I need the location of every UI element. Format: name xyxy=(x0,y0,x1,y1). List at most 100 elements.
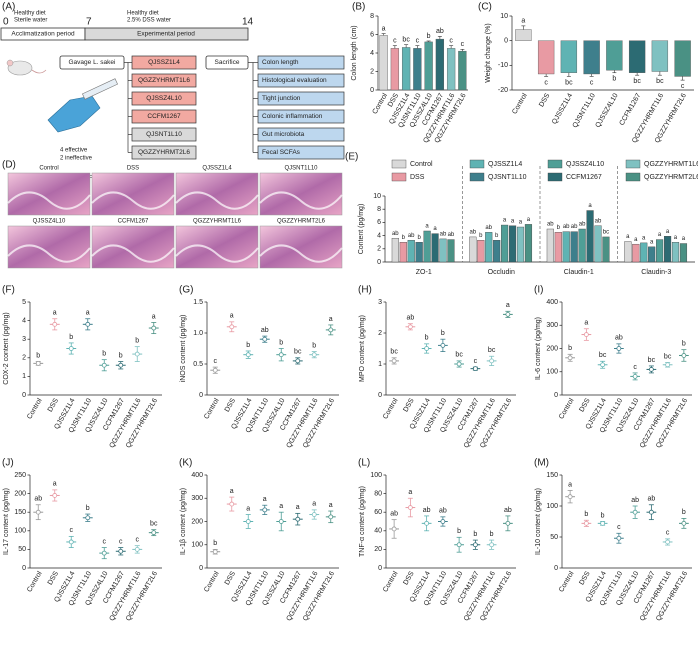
mean-dot xyxy=(472,542,478,548)
y-tick-label: 300 xyxy=(191,495,203,502)
significance-letter: ab xyxy=(436,28,444,35)
x-tick-label: QJSSZ1L4 xyxy=(551,92,574,125)
mean-dot xyxy=(151,325,157,331)
significance-letter: b xyxy=(427,33,431,40)
y-tick-label: 0 xyxy=(22,565,26,572)
x-tick-label: Control xyxy=(382,397,400,420)
legend-label: QGZZYHRMT2L6 xyxy=(644,174,698,181)
outcome-label: Colonic inflammation xyxy=(262,113,323,120)
y-tick-label: 0 xyxy=(504,38,508,45)
image-label: QJSSZ1L4 xyxy=(202,166,232,172)
significance-letter: ab xyxy=(423,507,431,514)
strain-label: QJSSZ4L10 xyxy=(146,95,182,102)
bar xyxy=(508,225,517,263)
significance-letter: b xyxy=(119,352,123,359)
bar xyxy=(663,236,672,263)
bar xyxy=(469,236,477,263)
legend-swatch xyxy=(547,172,563,182)
panel-label: (J) xyxy=(2,458,14,469)
bar xyxy=(399,241,407,263)
significance-letter: ab xyxy=(390,510,398,517)
panel-label: (K) xyxy=(179,458,192,469)
mean-dot xyxy=(505,520,511,526)
mean-dot xyxy=(681,353,687,358)
mean-dot xyxy=(134,351,140,357)
sacrifice-label: Sacrifice xyxy=(215,59,240,66)
significance-letter: a xyxy=(86,310,90,317)
panel-label: (H) xyxy=(358,285,372,296)
y-tick-label: -10 xyxy=(498,62,508,69)
significance-letter: a xyxy=(674,235,678,241)
bar xyxy=(640,242,648,263)
mean-dot xyxy=(52,493,58,498)
significance-letter: ab xyxy=(579,222,586,228)
y-axis-label: IL-17 content (pg/mg) xyxy=(3,488,10,555)
panel-label: (A) xyxy=(2,2,15,13)
significance-letter: b xyxy=(213,540,217,547)
significance-letter: c xyxy=(617,524,621,531)
mean-dot xyxy=(391,358,397,364)
mean-dot xyxy=(665,362,671,368)
mean-dot xyxy=(278,352,284,358)
mean-dot xyxy=(245,519,251,524)
y-tick-label: 6 xyxy=(377,219,381,226)
y-tick-label: 4 xyxy=(22,317,26,324)
y-tick-label: 0 xyxy=(377,259,381,266)
mouse-icon xyxy=(7,60,33,76)
significance-letter: b xyxy=(402,235,406,241)
significance-letter: ab xyxy=(34,496,42,503)
y-tick-label: 200 xyxy=(546,345,558,352)
legend-label: QGZZYHRMT1L6 xyxy=(644,161,698,168)
histology-image xyxy=(91,244,175,263)
bar xyxy=(628,40,646,73)
outcome-label: Gut microbiota xyxy=(262,131,305,138)
syringe-icon xyxy=(82,78,118,100)
outcome-box xyxy=(257,127,345,142)
y-tick-label: 0 xyxy=(554,392,558,399)
outcome-label: Colon length xyxy=(262,59,299,66)
bar xyxy=(379,35,388,91)
significance-letter: a xyxy=(682,236,686,242)
y-tick-label: 1 xyxy=(378,361,382,368)
x-tick-label: QGZZYHRMT2L6 xyxy=(655,397,689,449)
significance-letter: c xyxy=(103,538,107,545)
bar xyxy=(516,226,525,263)
bar xyxy=(515,29,532,41)
legend-label: CCFM1267 xyxy=(566,174,602,181)
y-tick-label: 150 xyxy=(14,509,26,516)
x-tick-label: QGZZYHRMT2L6 xyxy=(655,570,689,622)
strain-box xyxy=(131,55,197,70)
image-label: QJSSZ4L10 xyxy=(33,219,66,225)
significance-letter: a xyxy=(312,501,316,508)
significance-letter: bc xyxy=(294,349,302,356)
outcome-box xyxy=(257,91,345,106)
significance-letter: bc xyxy=(402,37,410,44)
legend-swatch xyxy=(547,159,563,169)
significance-letter: ab xyxy=(595,218,602,224)
mean-dot xyxy=(229,324,235,330)
panel-label: (G) xyxy=(179,285,193,296)
bar xyxy=(447,239,455,263)
x-tick-label: Control xyxy=(26,570,44,593)
significance-letter: b xyxy=(279,339,283,346)
y-tick-label: 0 xyxy=(378,565,382,572)
significance-letter: ab xyxy=(504,507,512,514)
significance-letter: a xyxy=(296,504,300,511)
significance-letter: a xyxy=(521,18,525,25)
significance-letter: ab xyxy=(440,231,447,237)
mean-dot xyxy=(85,515,91,521)
mean-dot xyxy=(616,535,622,541)
y-tick-label: 100 xyxy=(191,542,203,549)
y-tick-label: 0 xyxy=(378,392,382,399)
significance-letter: bc xyxy=(565,79,573,86)
outcome-box xyxy=(257,109,345,124)
legend-label: QJSNT1L10 xyxy=(488,174,527,181)
significance-letter: a xyxy=(666,229,670,235)
y-tick-label: 100 xyxy=(546,369,558,376)
image-label: QGZZYHRMT1L6 xyxy=(193,219,242,225)
x-tick-label: DSS xyxy=(538,92,551,108)
significance-letter: bc xyxy=(488,347,496,354)
y-tick-label: 200 xyxy=(191,518,203,525)
significance-letter: c xyxy=(461,41,465,48)
